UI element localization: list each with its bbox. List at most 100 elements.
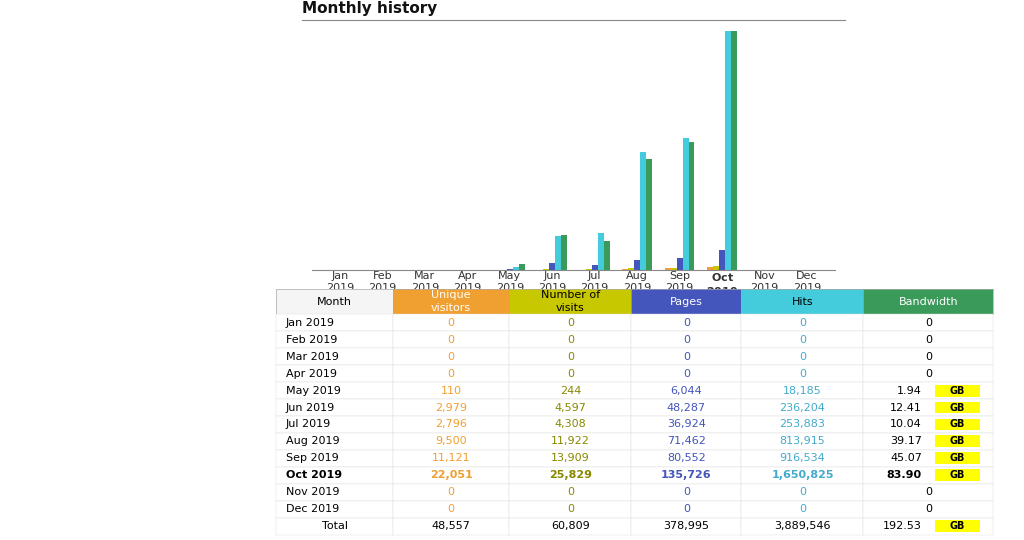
Bar (725, 31, 731, 270)
Text: 0: 0 (925, 335, 932, 345)
Bar (592, 265, 598, 270)
Text: Oct 2019: Oct 2019 (286, 470, 342, 480)
Text: 0: 0 (567, 335, 573, 345)
Bar (513, 267, 519, 270)
Text: 0: 0 (567, 487, 573, 497)
Text: 18,185: 18,185 (783, 386, 822, 396)
Text: 0: 0 (683, 335, 690, 345)
FancyBboxPatch shape (935, 469, 980, 481)
Text: 9,500: 9,500 (435, 436, 467, 447)
Text: Aug 2019: Aug 2019 (286, 436, 339, 447)
Text: 253,883: 253,883 (779, 420, 825, 429)
Bar (665, 268, 671, 270)
Text: GB: GB (950, 470, 966, 480)
Text: 0: 0 (925, 352, 932, 362)
Text: 11,121: 11,121 (432, 454, 470, 463)
Bar (507, 269, 513, 270)
Text: 39.17: 39.17 (890, 436, 922, 447)
Text: Jan 2019: Jan 2019 (286, 318, 335, 328)
Text: 80,552: 80,552 (667, 454, 706, 463)
Text: 0: 0 (799, 335, 806, 345)
Text: Dec 2019: Dec 2019 (286, 504, 339, 514)
Bar (555, 236, 561, 270)
Bar (688, 142, 694, 270)
Bar (519, 265, 524, 270)
Text: Sep 2019: Sep 2019 (286, 454, 339, 463)
Text: 3,889,546: 3,889,546 (774, 521, 830, 531)
Text: GB: GB (950, 402, 966, 413)
Bar (731, 31, 737, 270)
Text: 0: 0 (799, 487, 806, 497)
Text: Bandwidth: Bandwidth (898, 296, 958, 307)
FancyBboxPatch shape (935, 453, 980, 464)
Text: 813,915: 813,915 (779, 436, 825, 447)
Text: Total: Total (322, 521, 348, 531)
Text: 378,995: 378,995 (664, 521, 710, 531)
Text: 0: 0 (447, 335, 455, 345)
Text: Unique
visitors: Unique visitors (431, 291, 471, 313)
Text: Apr 2019: Apr 2019 (286, 369, 337, 379)
Text: Feb 2019: Feb 2019 (286, 335, 337, 345)
Text: Jun 2019: Jun 2019 (286, 402, 335, 413)
Bar (683, 138, 688, 270)
Text: 0: 0 (447, 352, 455, 362)
Text: 0: 0 (683, 352, 690, 362)
Text: 0: 0 (799, 504, 806, 514)
Bar (719, 251, 725, 270)
Text: 12.41: 12.41 (890, 402, 922, 413)
Bar (628, 268, 634, 270)
Text: 83.90: 83.90 (887, 470, 922, 480)
Text: 916,534: 916,534 (779, 454, 825, 463)
Text: 0: 0 (925, 369, 932, 379)
Text: 48,557: 48,557 (432, 521, 471, 531)
Text: 4,597: 4,597 (554, 402, 587, 413)
FancyBboxPatch shape (935, 520, 980, 532)
Text: 11,922: 11,922 (551, 436, 590, 447)
Bar (603, 241, 609, 270)
Text: 13,909: 13,909 (551, 454, 590, 463)
FancyBboxPatch shape (935, 418, 980, 430)
Text: 0: 0 (925, 504, 932, 514)
Bar (640, 152, 646, 270)
Text: 25,829: 25,829 (549, 470, 592, 480)
Bar (586, 269, 592, 270)
Text: 192.53: 192.53 (883, 521, 922, 531)
Text: 22,051: 22,051 (430, 470, 472, 480)
Text: 1.94: 1.94 (897, 386, 922, 396)
Text: 0: 0 (567, 352, 573, 362)
Text: 36,924: 36,924 (667, 420, 706, 429)
Text: 4,308: 4,308 (554, 420, 586, 429)
Bar (544, 269, 549, 270)
Text: Number of
visits: Number of visits (541, 291, 600, 313)
Text: 0: 0 (567, 504, 573, 514)
Text: Jul 2019: Jul 2019 (286, 420, 331, 429)
Bar (708, 267, 713, 270)
Text: Mar 2019: Mar 2019 (286, 352, 339, 362)
Text: 2,796: 2,796 (435, 420, 467, 429)
Text: Pages: Pages (670, 296, 702, 307)
Text: GB: GB (950, 386, 966, 396)
Text: GB: GB (950, 436, 966, 447)
Text: 0: 0 (683, 504, 690, 514)
FancyBboxPatch shape (935, 384, 980, 396)
Text: 236,204: 236,204 (779, 402, 825, 413)
Text: 0: 0 (567, 369, 573, 379)
Bar (549, 263, 555, 270)
Text: Monthly history: Monthly history (302, 1, 437, 16)
Text: 0: 0 (925, 318, 932, 328)
Text: May 2019: May 2019 (286, 386, 341, 396)
Text: 6,044: 6,044 (671, 386, 702, 396)
Bar (598, 233, 603, 270)
Text: 0: 0 (447, 369, 455, 379)
Text: 71,462: 71,462 (667, 436, 706, 447)
Text: 0: 0 (925, 487, 932, 497)
Text: 0: 0 (799, 318, 806, 328)
Text: 1,650,825: 1,650,825 (771, 470, 834, 480)
Text: 0: 0 (683, 487, 690, 497)
Text: 0: 0 (683, 369, 690, 379)
Bar (634, 260, 640, 270)
Text: GB: GB (950, 521, 966, 531)
Text: 0: 0 (683, 318, 690, 328)
Text: GB: GB (950, 420, 966, 429)
Text: 0: 0 (567, 318, 573, 328)
